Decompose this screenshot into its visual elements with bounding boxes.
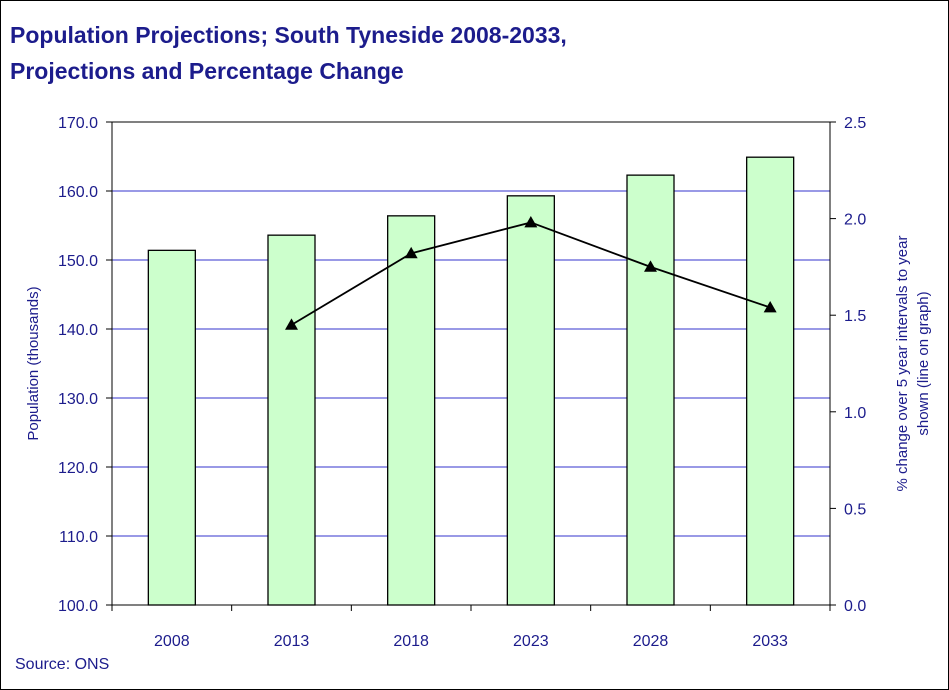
y2-tick-label: 2.5 bbox=[844, 115, 866, 132]
y2-tick-label: 1.0 bbox=[844, 405, 866, 422]
bar-2023 bbox=[506, 195, 555, 606]
y2-tick-label: 1.5 bbox=[844, 308, 866, 325]
bar-2008 bbox=[147, 249, 196, 606]
marker-2028 bbox=[644, 260, 657, 272]
chart-title-line-2: Projections and Percentage Change bbox=[10, 58, 404, 84]
y-tick-label: 140.0 bbox=[58, 322, 98, 339]
x-tick-label: 2028 bbox=[633, 633, 669, 650]
y2-axis-title-line-2: shown (line on graph) bbox=[915, 291, 932, 435]
percent-change-line bbox=[285, 215, 777, 330]
chart-title-line-1: Population Projections; South Tyneside 2… bbox=[10, 22, 567, 48]
axes: 100.0 110.0 120.0 130.0 140.0 150.0 160.0 170.0… bbox=[58, 115, 866, 650]
bar-2018 bbox=[387, 215, 436, 606]
x-tick-label: 2018 bbox=[393, 633, 429, 650]
chart-title: Population Projections; South Tyneside 2… bbox=[10, 17, 567, 89]
x-tick-label: 2013 bbox=[274, 633, 310, 650]
y-axis-title: Population (thousands) bbox=[25, 286, 42, 440]
y-tick-label: 130.0 bbox=[58, 391, 98, 408]
marker-2033 bbox=[763, 300, 777, 313]
bar-2033 bbox=[746, 156, 795, 606]
y-tick-label: 110.0 bbox=[59, 529, 98, 546]
y-tick-label: 160.0 bbox=[58, 184, 98, 201]
marker-2018 bbox=[404, 246, 418, 259]
y2-tick-label: 0.0 bbox=[844, 598, 866, 615]
population-bars bbox=[147, 156, 795, 606]
y2-axis-title-line-1: % change over 5 year intervals to year bbox=[894, 236, 911, 492]
y-tick-label: 120.0 bbox=[58, 460, 98, 477]
y2-tick-label: 0.5 bbox=[844, 501, 866, 518]
marker-2023 bbox=[524, 215, 538, 228]
source-note: Source: ONS bbox=[15, 656, 110, 673]
x-tick-label: 2023 bbox=[513, 633, 549, 650]
y-tick-label: 100.0 bbox=[58, 598, 98, 615]
y-tick-label: 170.0 bbox=[58, 115, 98, 132]
y-tick-label: 150.0 bbox=[58, 253, 98, 270]
bar-2028 bbox=[626, 174, 675, 606]
marker-2013 bbox=[285, 318, 298, 330]
gridlines bbox=[112, 190, 830, 537]
x-tick-label: 2033 bbox=[752, 633, 788, 650]
x-tick-label: 2008 bbox=[154, 633, 190, 650]
y2-tick-label: 2.0 bbox=[844, 212, 866, 229]
bar-2013 bbox=[267, 234, 316, 606]
